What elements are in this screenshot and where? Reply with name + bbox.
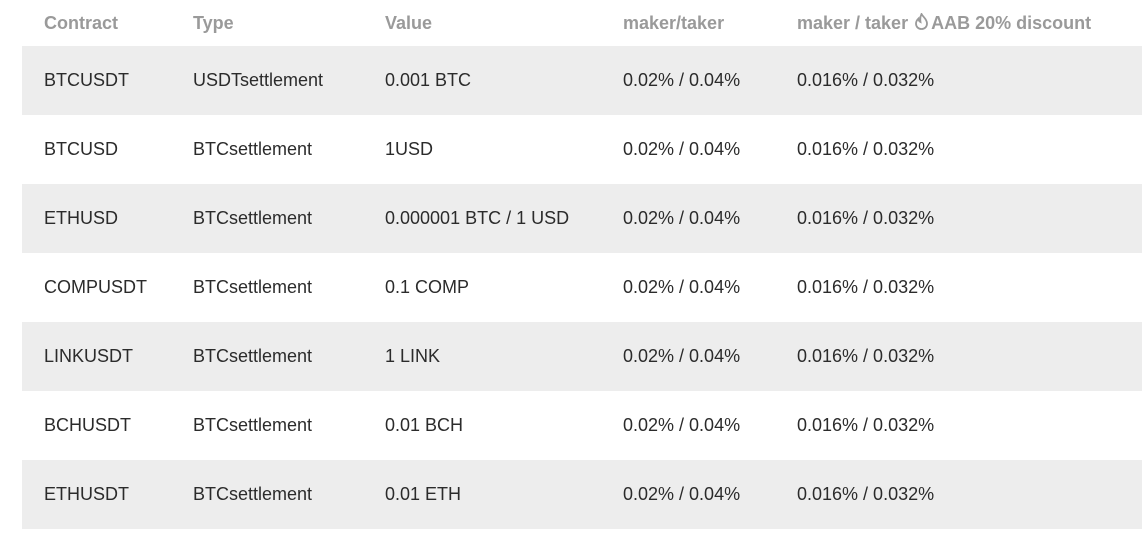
maker-taker-cell: 0.02% / 0.04% [623, 70, 741, 90]
header-discount: maker / taker AAB 20% discount [797, 11, 1142, 34]
type-cell: USDTsettlement [193, 70, 324, 90]
discount-fee-cell: 0.016% / 0.032% [797, 415, 935, 435]
maker-taker-cell: 0.02% / 0.04% [623, 277, 741, 297]
header-value: Value [385, 12, 433, 33]
flame-icon [914, 11, 929, 30]
contract-cell: ETHUSD [44, 208, 119, 228]
maker-taker-cell: 0.02% / 0.04% [623, 415, 741, 435]
header-discount-label: AAB 20% discount [931, 12, 1092, 33]
contract-cell: COMPUSDT [44, 277, 147, 297]
maker-taker-cell: 0.02% / 0.04% [623, 346, 741, 366]
table-body: BTCUSDT USDTsettlement 0.001 BTC 0.02% / 0.… [22, 46, 1142, 529]
table-row: BTCUSDT USDTsettlement 0.001 BTC 0.02% / 0.… [22, 46, 1142, 115]
table-row: ETHUSD BTCsettlement 0.000001 BTC / 1 USD 0… [22, 184, 1142, 253]
value-cell: 1 LINK [385, 346, 441, 366]
discount-fee-cell: 0.016% / 0.032% [797, 277, 935, 297]
header-type: Type [193, 12, 234, 33]
discount-fee-cell: 0.016% / 0.032% [797, 208, 935, 228]
discount-fee-cell: 0.016% / 0.032% [797, 346, 935, 366]
type-cell: BTCsettlement [193, 346, 313, 366]
table-header: Contract Type Value maker/taker maker / … [22, 0, 1142, 46]
maker-taker-cell: 0.02% / 0.04% [623, 484, 741, 504]
type-cell: BTCsettlement [193, 208, 313, 228]
header-discount-prefix: maker / taker [797, 12, 909, 33]
type-cell: BTCsettlement [193, 484, 313, 504]
table-row: LINKUSDT BTCsettlement 1 LINK 0.02% / 0.04%… [22, 322, 1142, 391]
discount-fee-cell: 0.016% / 0.032% [797, 70, 935, 90]
type-cell: BTCsettlement [193, 415, 313, 435]
value-cell: 0.001 BTC [385, 70, 472, 90]
contract-cell: ETHUSDT [44, 484, 129, 504]
value-cell: 0.01 BCH [385, 415, 464, 435]
table-row: BTCUSD BTCsettlement 1USD 0.02% / 0.04% 0.01… [22, 115, 1142, 184]
maker-taker-cell: 0.02% / 0.04% [623, 208, 741, 228]
type-cell: BTCsettlement [193, 139, 313, 159]
maker-taker-cell: 0.02% / 0.04% [623, 139, 741, 159]
contract-cell: BTCUSDT [44, 70, 129, 90]
contract-cell: BCHUSDT [44, 415, 132, 435]
table-row: BCHUSDT BTCsettlement 0.01 BCH 0.02% / 0.04… [22, 391, 1142, 460]
table-row: ETHUSDT BTCsettlement 0.01 ETH 0.02% / 0.04… [22, 460, 1142, 529]
value-cell: 1USD [385, 139, 434, 159]
discount-fee-cell: 0.016% / 0.032% [797, 139, 935, 159]
type-cell: BTCsettlement [193, 277, 313, 297]
value-cell: 0.1 COMP [385, 277, 470, 297]
discount-fee-cell: 0.016% / 0.032% [797, 484, 935, 504]
value-cell: 0.000001 BTC / 1 USD [385, 208, 570, 228]
contract-cell: BTCUSD [44, 139, 119, 159]
contract-cell: LINKUSDT [44, 346, 134, 366]
header-contract: Contract [44, 12, 119, 33]
header-maker-taker: maker/taker [623, 12, 725, 33]
fee-table: Contract Type Value maker/taker maker / … [22, 0, 1142, 529]
table-row: COMPUSDT BTCsettlement 0.1 COMP 0.02% / 0.0… [22, 253, 1142, 322]
value-cell: 0.01 ETH [385, 484, 462, 504]
